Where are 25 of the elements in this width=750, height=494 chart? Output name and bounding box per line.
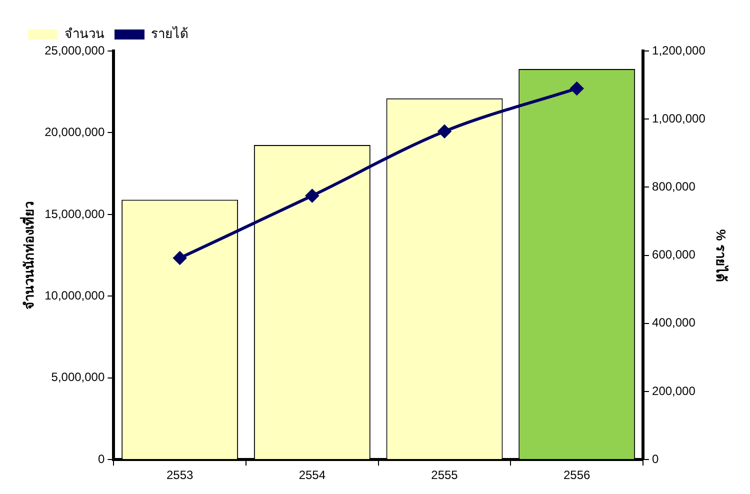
point bbox=[306, 189, 319, 202]
y2-tick-label: 800,000 bbox=[652, 180, 696, 194]
y2-axis-title: % รายได้ bbox=[714, 229, 730, 282]
y-tick-label: 25,000,000 bbox=[44, 43, 105, 58]
point bbox=[570, 82, 584, 95]
y-tick-label: 20,000,000 bbox=[44, 125, 105, 140]
y2-tick-label: 400,000 bbox=[652, 316, 696, 330]
y-tick-label: 15,000,000 bbox=[44, 206, 105, 221]
point bbox=[173, 252, 186, 265]
y2-tick-label: 1,200,000 bbox=[652, 43, 706, 58]
y-tick-label: 5,000,000 bbox=[51, 370, 105, 384]
x-tick-label: 2554 bbox=[298, 468, 326, 482]
y2-tick-label: 0 bbox=[652, 452, 660, 466]
y2-tick-label: 200,000 bbox=[652, 384, 696, 398]
x-tick-label: 2553 bbox=[166, 468, 194, 482]
y-tick-label: 0 bbox=[98, 452, 105, 466]
legend-label: จำนวน bbox=[64, 26, 104, 42]
y-tick-label: 10,000,000 bbox=[44, 288, 105, 302]
y2-tick-label: 1,000,000 bbox=[652, 111, 706, 126]
y2-tick-label: 600,000 bbox=[652, 248, 696, 262]
point bbox=[438, 124, 452, 138]
x-tick-label: 2556 bbox=[563, 468, 591, 482]
y-axis-title: จำนวนนักท่องเที่ยว bbox=[19, 201, 36, 310]
legend-label: รายได้ bbox=[151, 26, 188, 42]
x-tick-label: 2555 bbox=[431, 468, 458, 482]
